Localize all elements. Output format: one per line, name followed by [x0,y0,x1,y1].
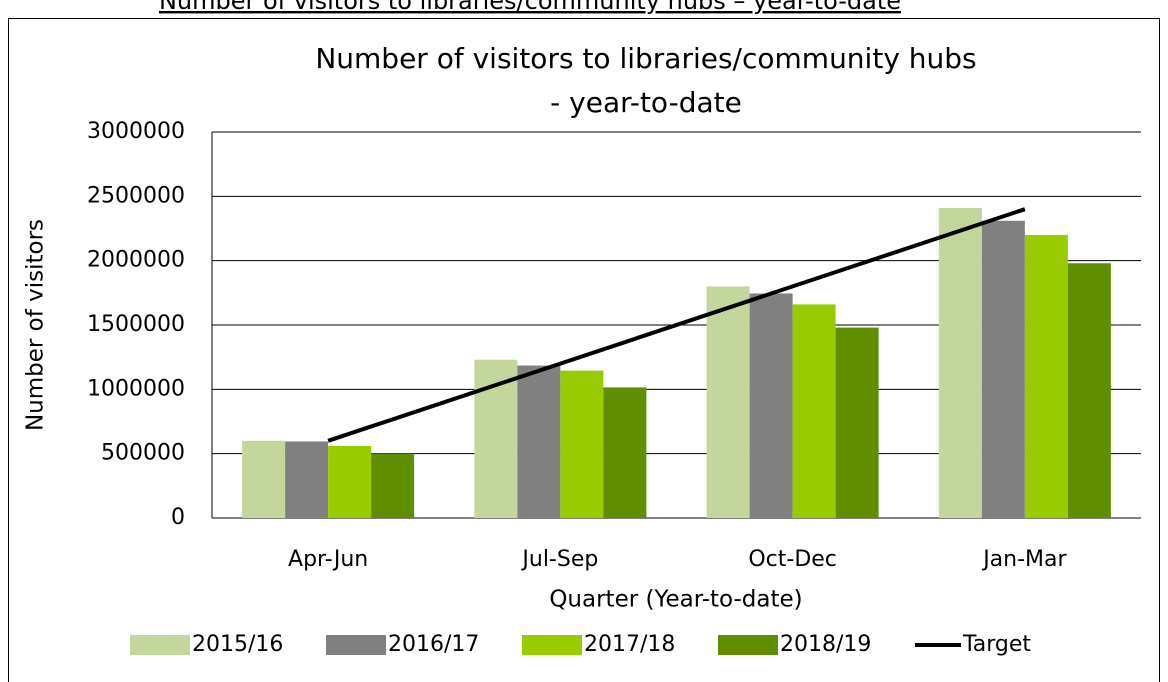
legend-swatch [130,635,190,655]
y-tick-label: 0 [171,505,185,530]
bar [603,387,647,518]
legend-swatch [522,635,582,655]
y-tick-label: 3000000 [87,119,185,144]
target-line [327,207,1026,443]
bar [1024,234,1068,518]
legend-swatch [718,635,778,655]
legend-label: 2015/16 [192,632,283,657]
y-axis-title: Number of visitors [23,219,49,431]
y-tick-label: 500000 [101,441,185,466]
y-tick-label: 1500000 [87,312,185,337]
legend-label: 2018/19 [780,632,871,657]
bar [371,453,415,518]
bar [938,207,982,518]
bar [749,293,793,518]
bar [242,440,286,518]
x-tick-label: Jan-Mar [981,547,1067,572]
bar [560,370,604,518]
legend-label: 2016/17 [388,632,479,657]
y-tick-label: 2500000 [87,183,185,208]
y-tick-label: 1000000 [87,376,185,401]
chart-frame [8,18,1160,682]
bar [835,327,879,518]
bar [792,304,836,518]
legend-swatch [326,635,386,655]
bar [1067,263,1111,518]
legend-label: Target [962,632,1031,657]
chart-title: - year-to-date [550,86,742,119]
bar [981,220,1025,518]
bar [285,441,329,518]
bar [706,286,750,518]
x-tick-label: Apr-Jun [288,547,368,572]
bar [517,365,561,518]
chart-title: Number of visitors to libraries/communit… [315,42,976,75]
x-axis-title: Quarter (Year-to-date) [549,587,802,613]
page-heading: Number of visitors to libraries/communit… [159,0,901,15]
x-tick-label: Jul-Sep [520,547,598,572]
legend-label: 2017/18 [584,632,675,657]
bar [328,445,372,518]
y-tick-label: 2000000 [87,248,185,273]
x-tick-label: Oct-Dec [748,547,837,572]
